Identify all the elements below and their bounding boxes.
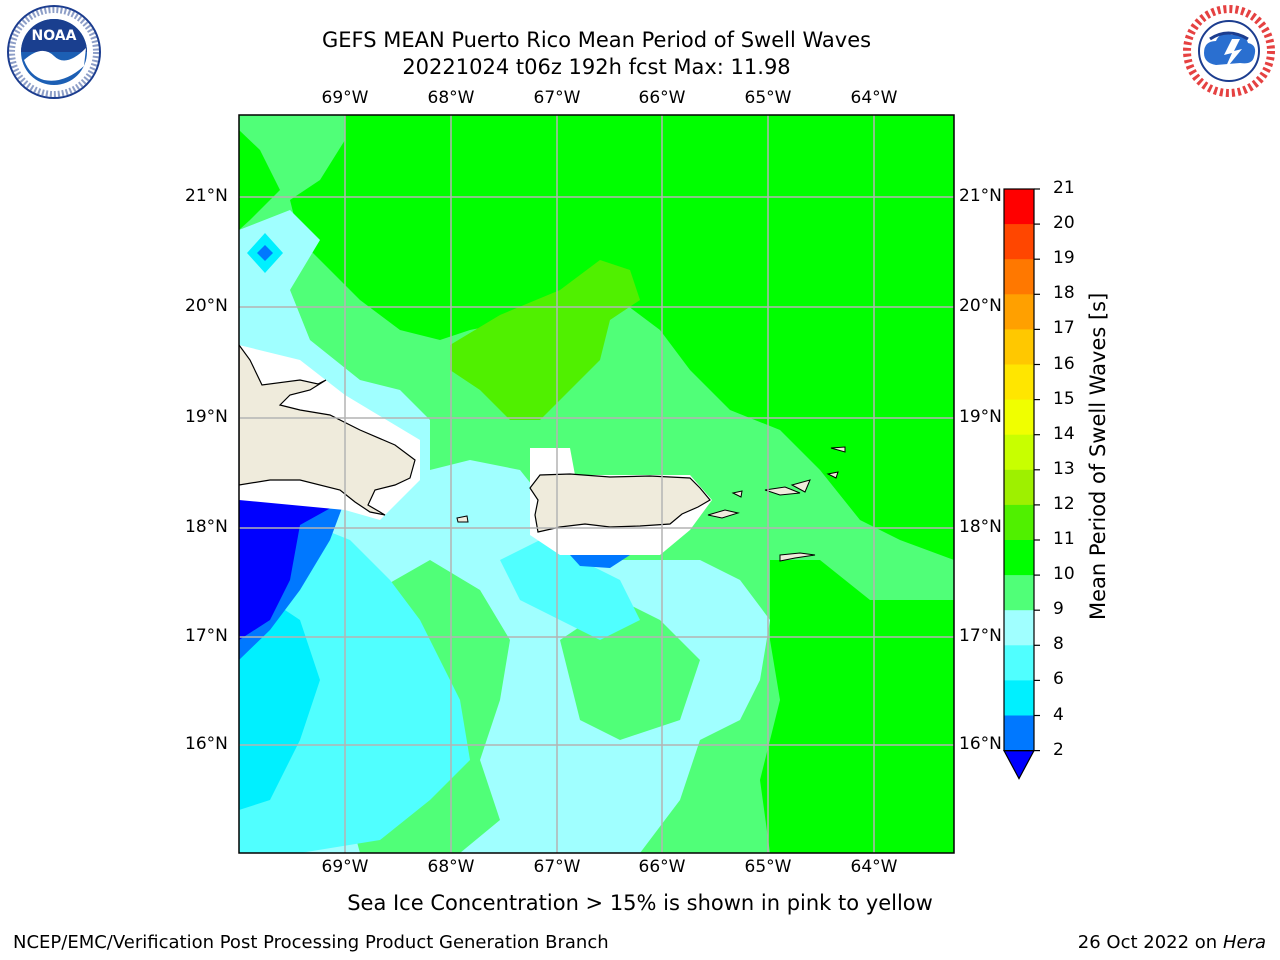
colorbar-tick-label: 21 bbox=[1053, 178, 1075, 198]
colorbar-segment bbox=[1004, 294, 1034, 330]
colorbar-segment bbox=[1004, 399, 1034, 436]
lon-label-bottom: 67°W bbox=[533, 857, 581, 877]
colorbar-segment bbox=[1004, 504, 1034, 541]
st-thomas-island bbox=[764, 486, 801, 496]
colorbar-segment bbox=[1004, 329, 1034, 365]
anegada-island bbox=[830, 446, 846, 453]
contour-spot-south-pr bbox=[570, 555, 630, 568]
colorbar-segment bbox=[1004, 224, 1034, 260]
colorbar-tick-label: 19 bbox=[1053, 248, 1075, 269]
colorbar-segment bbox=[1004, 575, 1034, 611]
sea-ice-note: Sea Ice Concentration > 15% is shown in … bbox=[347, 891, 933, 915]
colorbar-segment bbox=[1004, 680, 1034, 716]
lat-label-left: 17°N bbox=[185, 626, 228, 646]
lat-label-right: 21°N bbox=[959, 186, 1002, 206]
mona-island bbox=[456, 515, 469, 523]
contour-6-8-center bbox=[500, 540, 640, 640]
lat-label-right: 18°N bbox=[959, 517, 1002, 537]
colorbar-extend-triangle bbox=[1002, 749, 1036, 780]
contour-6-8 bbox=[239, 520, 470, 853]
colorbar-segment bbox=[1004, 434, 1034, 471]
colorbar-segment bbox=[1004, 610, 1034, 646]
lon-label-bottom: 65°W bbox=[744, 857, 792, 877]
puerto-rico-land bbox=[529, 473, 711, 533]
colorbar-tick-label: 17 bbox=[1053, 318, 1075, 339]
lon-label-top: 64°W bbox=[850, 88, 898, 108]
lat-label-left: 18°N bbox=[185, 517, 228, 537]
lat-label-left: 20°N bbox=[185, 296, 228, 316]
lon-label-top: 66°W bbox=[638, 88, 686, 108]
colorbar-tick-label: 20 bbox=[1053, 213, 1075, 234]
contour-below-2 bbox=[239, 500, 345, 640]
colorbar-tick-label: 2 bbox=[1053, 739, 1064, 760]
colorbar-tick-label: 8 bbox=[1053, 634, 1064, 655]
colorbar bbox=[1002, 188, 1040, 780]
colorbar-tick-label: 14 bbox=[1053, 423, 1075, 444]
colorbar-tick-label: 11 bbox=[1053, 529, 1075, 549]
lon-label-top: 68°W bbox=[427, 88, 475, 108]
colorbar-tick-label: 18 bbox=[1053, 283, 1075, 304]
lon-label-bottom: 66°W bbox=[638, 857, 686, 877]
lon-label-top: 67°W bbox=[533, 88, 581, 108]
contour-10-11-nw bbox=[239, 130, 280, 230]
colorbar-segment bbox=[1004, 469, 1034, 506]
swell-period-field bbox=[239, 115, 954, 853]
vieques-island bbox=[707, 509, 740, 519]
colorbar-tick-label: 15 bbox=[1053, 388, 1075, 409]
colorbar-tick-label: 10 bbox=[1053, 564, 1075, 585]
colorbar-segment bbox=[1004, 259, 1034, 295]
lat-label-left: 21°N bbox=[185, 186, 228, 206]
footer-host: Hera bbox=[1222, 932, 1266, 953]
noaa-logo-text: NOAA bbox=[32, 28, 77, 44]
st-croix-island bbox=[779, 552, 816, 562]
lat-label-right: 16°N bbox=[959, 734, 1002, 754]
lon-label-top: 69°W bbox=[321, 88, 369, 108]
footer-branch: NCEP/EMC/Verification Post Processing Pr… bbox=[13, 932, 609, 953]
colorbar-tick-label: 9 bbox=[1053, 599, 1064, 620]
lon-label-bottom: 69°W bbox=[321, 857, 369, 877]
lon-label-bottom: 68°W bbox=[427, 857, 475, 877]
lat-label-right: 19°N bbox=[959, 407, 1002, 427]
culebra-island bbox=[731, 490, 743, 498]
lon-label-bottom: 64°W bbox=[850, 857, 898, 877]
noaa-logo: NOAA bbox=[7, 5, 101, 99]
colorbar-segment bbox=[1004, 540, 1034, 576]
colorbar-tick-label: 16 bbox=[1053, 353, 1075, 374]
colorbar-tick-label: 4 bbox=[1053, 704, 1064, 725]
lat-label-right: 17°N bbox=[959, 626, 1002, 646]
colorbar-segment bbox=[1004, 715, 1034, 752]
lon-label-top: 65°W bbox=[744, 88, 792, 108]
colorbar-tick-label: 13 bbox=[1053, 458, 1075, 479]
colorbar-tick-label: 6 bbox=[1053, 669, 1064, 690]
contour-spot-nw-core bbox=[257, 245, 273, 261]
map-frame bbox=[238, 114, 955, 854]
hispaniola-land bbox=[239, 343, 416, 516]
contour-4-6 bbox=[239, 600, 320, 810]
colorbar-segment bbox=[1004, 645, 1034, 681]
map-gridlines bbox=[239, 115, 954, 853]
colorbar-segment bbox=[1004, 364, 1034, 401]
lat-label-left: 16°N bbox=[185, 734, 228, 754]
colorbar-segment bbox=[1004, 189, 1034, 225]
map-title-line1: GEFS MEAN Puerto Rico Mean Period of Swe… bbox=[321, 28, 872, 52]
map-title-line2: 20221024 t06z 192h fcst Max: 11.98 bbox=[402, 55, 791, 79]
lat-label-right: 20°N bbox=[959, 296, 1002, 316]
tortola-island bbox=[790, 479, 811, 493]
colorbar-tick-label: 12 bbox=[1053, 493, 1075, 514]
contour-10-11-north bbox=[290, 115, 954, 560]
colorbar-title: Mean Period of Swell Waves [s] bbox=[1086, 292, 1110, 620]
footer-date: 26 Oct 2022 on Hera bbox=[1078, 932, 1266, 953]
contour-11-12 bbox=[450, 260, 640, 420]
contour-10-11-se bbox=[760, 560, 954, 853]
lat-label-left: 19°N bbox=[185, 407, 228, 427]
nws-logo bbox=[1183, 5, 1275, 97]
virgin-gorda-island bbox=[826, 471, 839, 479]
footer-date-text: 26 Oct 2022 on bbox=[1077, 932, 1218, 953]
